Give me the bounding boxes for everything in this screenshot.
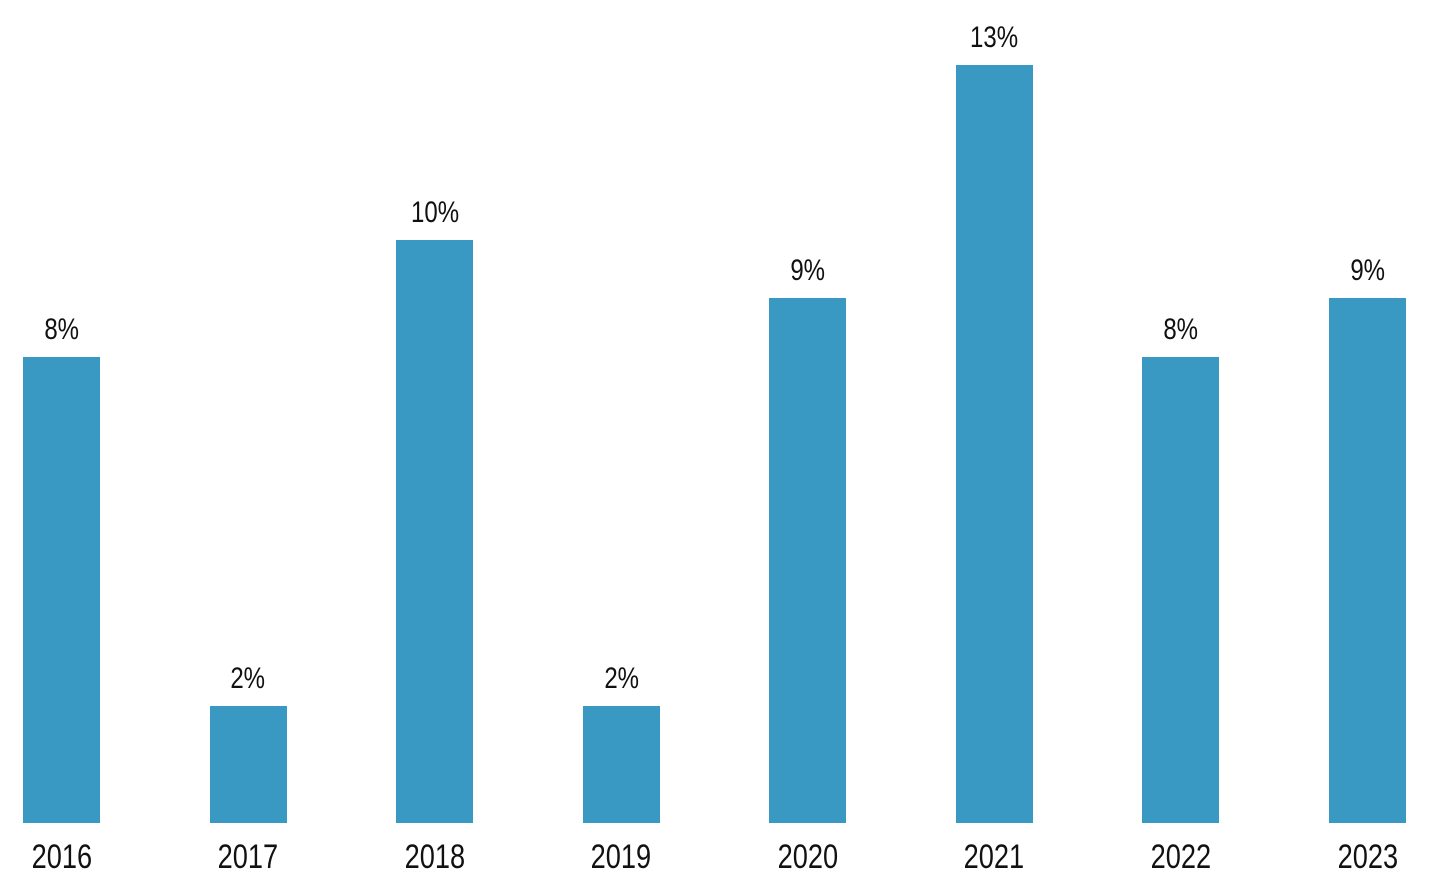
bar (769, 298, 847, 823)
x-axis-tick-label: 2020 (777, 838, 838, 876)
bar-value-label: 13% (970, 21, 1019, 54)
x-axis-tick-label: 2017 (217, 838, 279, 876)
bar (209, 706, 287, 823)
chart-column: 8% 2022 (1142, 0, 1220, 891)
chart-column: 10% 2018 (396, 0, 474, 891)
chart-column: 2% 2019 (582, 0, 660, 891)
x-axis-tick: 2020 (770, 823, 846, 891)
bar (396, 240, 474, 823)
bar-value-label: 2% (230, 662, 266, 695)
bar-value-label: 8% (1163, 313, 1199, 346)
chart-column: 8% 2016 (23, 0, 100, 891)
bar (1328, 298, 1406, 823)
x-axis-tick-label: 2016 (31, 838, 92, 876)
x-axis-tick-label: 2018 (404, 838, 465, 876)
x-axis-tick: 2023 (1330, 823, 1406, 891)
bar (582, 706, 660, 823)
bar-value-label: 10% (410, 196, 459, 229)
x-axis-tick: 2019 (583, 823, 659, 891)
bar-value-label: 2% (603, 662, 639, 695)
chart-column: 9% 2020 (769, 0, 847, 891)
x-axis-tick: 2022 (1143, 823, 1219, 891)
bar-value-label: 9% (790, 254, 826, 287)
bar-value-label: 9% (1350, 254, 1385, 287)
x-axis-tick-label: 2022 (1150, 838, 1212, 876)
bar (955, 65, 1033, 823)
x-axis-tick: 2017 (210, 823, 286, 891)
chart-column: 2% 2017 (209, 0, 287, 891)
chart-column: 13% 2021 (955, 0, 1033, 891)
x-axis-tick: 2021 (956, 823, 1032, 891)
x-axis-tick-label: 2021 (964, 838, 1025, 876)
x-axis-tick: 2016 (24, 823, 100, 891)
bar (23, 357, 100, 823)
bar (1142, 357, 1220, 823)
x-axis-tick-label: 2019 (590, 838, 652, 876)
x-axis-tick: 2018 (397, 823, 473, 891)
chart-column: 9% 2023 (1328, 0, 1406, 891)
bar-value-label: 8% (44, 313, 79, 346)
x-axis-tick-label: 2023 (1337, 838, 1398, 876)
